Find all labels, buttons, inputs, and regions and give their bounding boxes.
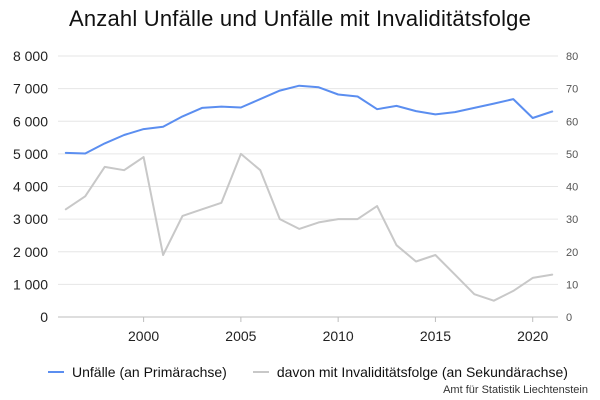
- y-left-tick-label: 1 000: [13, 276, 48, 292]
- legend-item-secondary: davon mit Invaliditätsfolge (an Sekundär…: [252, 364, 568, 380]
- y-left-tick-label: 7 000: [13, 81, 48, 97]
- y-right-tick-label: 30: [566, 214, 578, 226]
- x-tick-label: 2005: [225, 328, 256, 344]
- y-left-tick-label: 2 000: [13, 244, 48, 260]
- y-right-tick-label: 20: [566, 247, 578, 259]
- legend-swatch-primary: [48, 371, 64, 373]
- x-tick-label: 2020: [517, 328, 548, 344]
- legend-swatch-secondary: [252, 371, 269, 373]
- y-right-tick-label: 80: [566, 51, 578, 63]
- chart-title: Anzahl Unfälle und Unfälle mit Invalidit…: [68, 6, 532, 31]
- series-line-secondary: [64, 152, 554, 302]
- legend-item-primary: Unfälle (an Primärachse): [48, 364, 227, 380]
- y-right-tick-label: 70: [566, 84, 578, 96]
- y-right-tick-label: 60: [566, 116, 578, 128]
- y-left-tick-label: 5 000: [13, 146, 48, 162]
- y-right-tick-label: 10: [566, 279, 578, 291]
- y-left-tick-label: 0: [40, 309, 48, 325]
- series-line-primary: [64, 84, 554, 155]
- legend-label-secondary: davon mit Invaliditätsfolge (an Sekundär…: [276, 364, 568, 380]
- legend: Unfälle (an Primärachse) davon mit Inval…: [48, 364, 568, 380]
- x-tick-label: 2015: [420, 328, 451, 344]
- y-left-tick-label: 3 000: [13, 211, 48, 227]
- x-tick-label: 2010: [323, 328, 354, 344]
- y-right-tick-label: 50: [566, 149, 578, 161]
- x-tick-label: 2000: [128, 328, 159, 344]
- y-right-tick-label: 40: [566, 182, 578, 194]
- y-left-tick-label: 6 000: [13, 113, 48, 129]
- y-left-tick-label: 4 000: [13, 179, 48, 195]
- source-note: Amt für Statistik Liechtenstein: [443, 384, 588, 396]
- y-left-tick-label: 8 000: [13, 48, 48, 64]
- legend-label-primary: Unfälle (an Primärachse): [72, 364, 227, 380]
- y-right-tick-label: 0: [566, 312, 572, 324]
